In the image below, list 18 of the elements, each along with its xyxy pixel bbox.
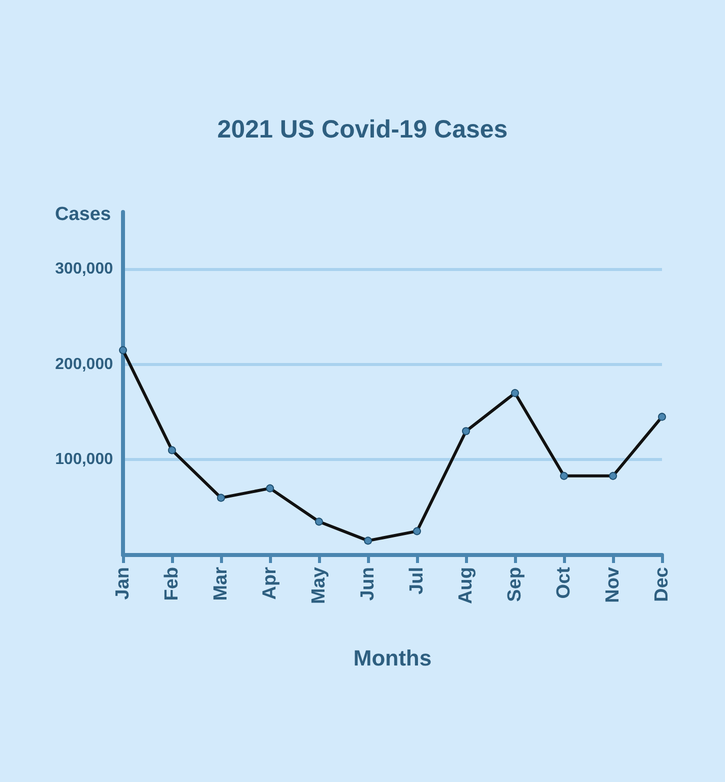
x-axis-title: Months <box>353 646 432 670</box>
x-tick-label: Nov <box>602 566 624 603</box>
x-tick-label: Oct <box>554 566 574 599</box>
y-tick-label: 300,000 <box>55 260 114 278</box>
x-tick-label: Jul <box>406 567 428 594</box>
y-tick-label: 100,000 <box>55 451 114 468</box>
x-tick-label: Dec <box>652 566 672 602</box>
x-tick-label: May <box>308 566 330 604</box>
x-tick-label: Sep <box>504 567 526 602</box>
x-tick-label: Aug <box>456 567 476 604</box>
x-tick-label: Jun <box>358 567 378 601</box>
x-tick-label: Feb <box>162 567 182 601</box>
x-tick-label: Jan <box>112 567 134 600</box>
y-tick-label: 200,000 <box>55 356 114 373</box>
x-tick-label: Apr <box>260 566 280 600</box>
x-tick-label: Mar <box>210 566 232 601</box>
y-axis-title: Cases <box>55 204 111 225</box>
chart-title: 2021 US Covid-19 Cases <box>217 116 508 144</box>
